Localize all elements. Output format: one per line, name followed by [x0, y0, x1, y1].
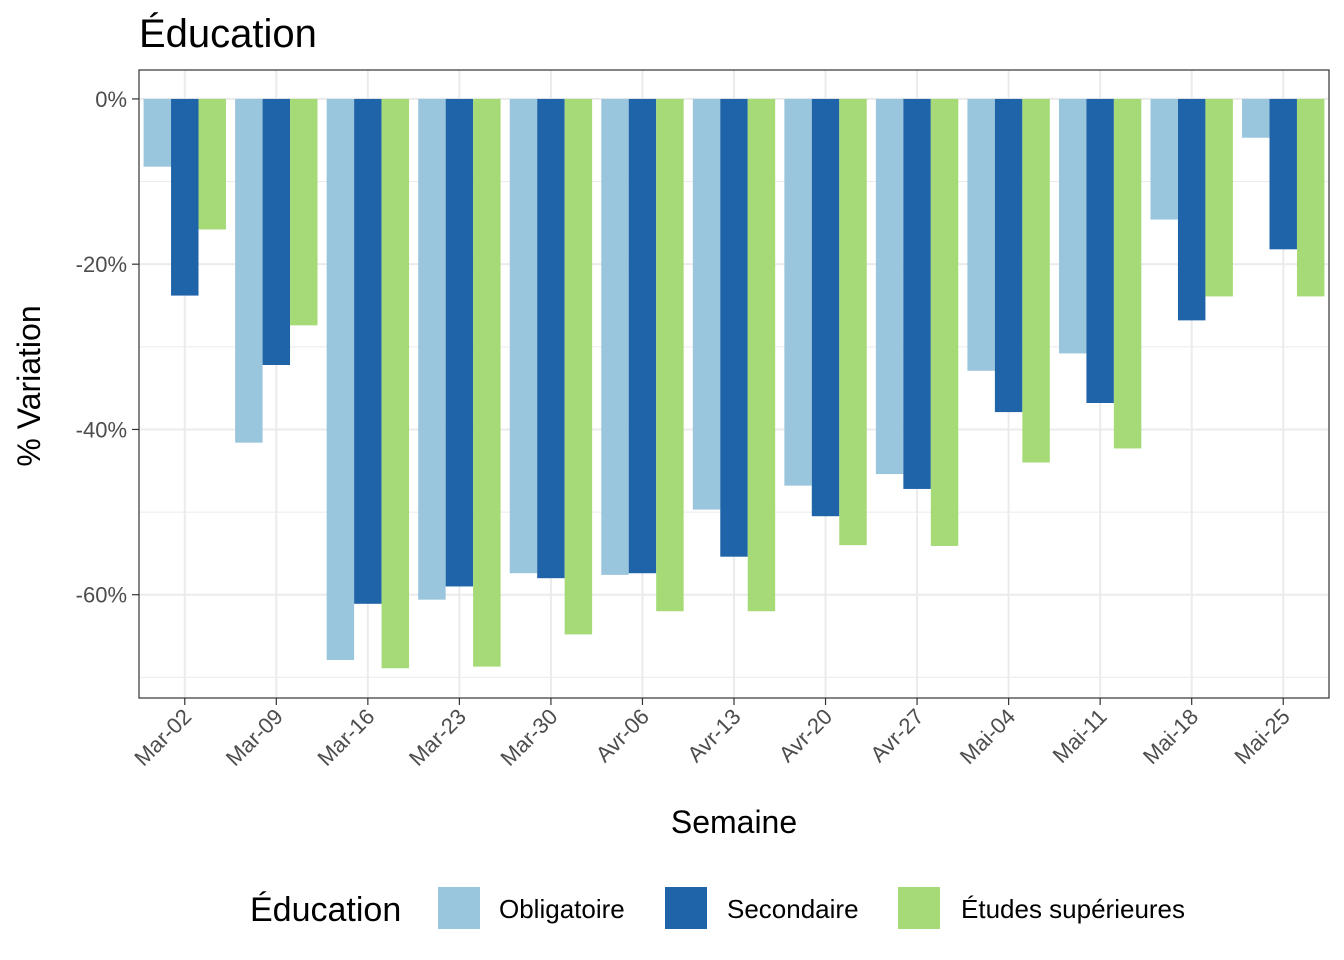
x-tick-label: Mar-02	[129, 704, 196, 771]
bar	[720, 98, 748, 557]
bar	[839, 98, 867, 546]
bar	[628, 98, 657, 574]
bar	[564, 98, 593, 635]
bar	[354, 98, 382, 604]
x-tick-label: Avr-13	[682, 704, 745, 767]
bar	[1150, 98, 1178, 220]
y-tick-label: 0%	[95, 87, 127, 112]
chart-title: Éducation	[139, 11, 317, 56]
bar	[1242, 98, 1270, 138]
bar	[1058, 98, 1087, 354]
bar	[381, 98, 410, 669]
legend-label: Obligatoire	[499, 894, 625, 924]
x-tick-label: Mai-11	[1048, 704, 1112, 768]
bar	[1296, 98, 1325, 297]
y-axis-title: % Variation	[11, 305, 47, 466]
plot-panel	[138, 69, 1330, 699]
bar	[930, 98, 959, 546]
bar	[994, 98, 1023, 413]
bar	[656, 98, 684, 612]
legend: Éducation Obligatoire Secondaire Études su…	[250, 887, 1185, 929]
bar	[875, 98, 904, 475]
bar	[1113, 98, 1142, 449]
bar	[290, 98, 318, 326]
x-tick-label: Mai-04	[955, 704, 1020, 769]
x-tick-label: Mai-18	[1138, 704, 1203, 769]
x-tick-label: Mar-23	[404, 704, 471, 771]
bar	[811, 98, 840, 517]
bar	[537, 98, 565, 579]
x-tick-label: Mar-30	[496, 704, 563, 771]
legend-key	[898, 887, 940, 929]
legend-key	[665, 887, 707, 929]
bar	[198, 98, 226, 230]
bar	[1086, 98, 1114, 404]
bar	[262, 98, 291, 365]
y-tick-label: -60%	[76, 583, 127, 608]
x-tick-label: Mar-16	[312, 704, 379, 771]
legend-label: Secondaire	[727, 894, 859, 924]
bar	[1269, 98, 1297, 250]
legend-key	[438, 887, 480, 929]
x-tick-label: Avr-27	[865, 704, 928, 767]
bar	[326, 98, 355, 660]
bar	[171, 98, 199, 296]
bar	[445, 98, 474, 587]
bar	[903, 98, 931, 489]
bar	[692, 98, 721, 510]
y-tick-label: -20%	[76, 252, 127, 277]
x-tick-label: Avr-20	[774, 704, 837, 767]
bar	[143, 98, 172, 167]
x-tick-label: Mar-09	[221, 704, 288, 771]
legend-title: Éducation	[250, 891, 401, 929]
bar	[1022, 98, 1050, 463]
bar	[967, 98, 995, 371]
bar	[784, 98, 812, 486]
bar	[601, 98, 629, 575]
bar	[418, 98, 446, 600]
x-tick-label: Avr-06	[591, 704, 654, 767]
bar	[509, 98, 538, 574]
legend-label: Études supérieures	[961, 894, 1185, 924]
bar	[1205, 98, 1233, 297]
bar	[747, 98, 776, 612]
bar	[473, 98, 501, 667]
bar	[1177, 98, 1206, 321]
x-axis-title: Semaine	[671, 804, 797, 840]
y-tick-label: -40%	[76, 417, 127, 442]
bar	[235, 98, 263, 443]
x-tick-label: Mai-25	[1230, 704, 1295, 769]
